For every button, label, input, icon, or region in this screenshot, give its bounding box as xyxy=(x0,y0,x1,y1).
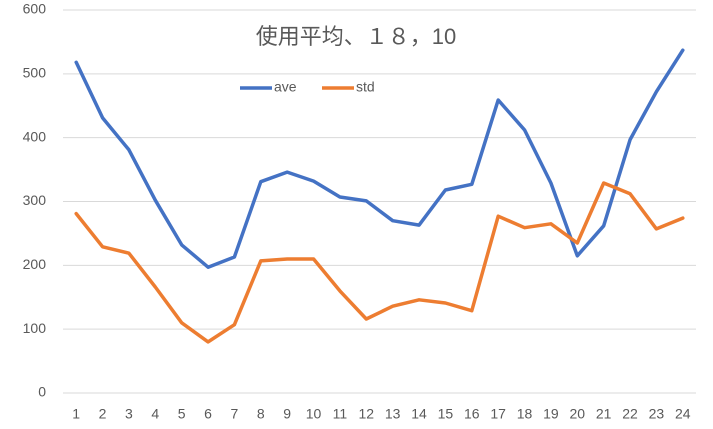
x-tick-label: 20 xyxy=(570,406,586,422)
y-tick-label: 600 xyxy=(23,1,47,17)
x-tick-label: 17 xyxy=(490,406,506,422)
x-tick-label: 2 xyxy=(99,406,107,422)
y-tick-label: 100 xyxy=(23,320,47,336)
x-tick-label: 8 xyxy=(257,406,265,422)
y-tick-label: 500 xyxy=(23,65,47,81)
x-tick-label: 3 xyxy=(125,406,133,422)
x-tick-label: 10 xyxy=(306,406,322,422)
x-tick-label: 23 xyxy=(649,406,665,422)
y-tick-label: 0 xyxy=(38,384,46,400)
x-tick-label: 22 xyxy=(622,406,638,422)
y-tick-label: 400 xyxy=(23,128,47,144)
legend-label: ave xyxy=(274,79,297,95)
x-tick-label: 11 xyxy=(333,406,348,422)
y-tick-label: 300 xyxy=(23,192,47,208)
x-tick-label: 1 xyxy=(72,406,80,422)
x-tick-label: 15 xyxy=(438,406,454,422)
x-tick-label: 13 xyxy=(385,406,401,422)
y-tick-label: 200 xyxy=(23,256,47,272)
x-tick-label: 24 xyxy=(675,406,691,422)
series-line xyxy=(74,181,685,344)
legend-label: std xyxy=(356,79,375,95)
x-tick-label: 5 xyxy=(178,406,186,422)
x-tick-label: 9 xyxy=(283,406,291,422)
x-tick-label: 21 xyxy=(596,406,612,422)
x-tick-label: 16 xyxy=(464,406,480,422)
x-tick-label: 6 xyxy=(204,406,212,422)
x-tick-label: 12 xyxy=(359,406,375,422)
x-tick-label: 19 xyxy=(543,406,559,422)
x-tick-label: 7 xyxy=(231,406,239,422)
chart-title: 使用平均、１８，10 xyxy=(256,24,456,49)
x-tick-label: 18 xyxy=(517,406,533,422)
series-line xyxy=(74,48,685,269)
x-tick-label: 4 xyxy=(151,406,159,422)
x-tick-label: 14 xyxy=(411,406,427,422)
